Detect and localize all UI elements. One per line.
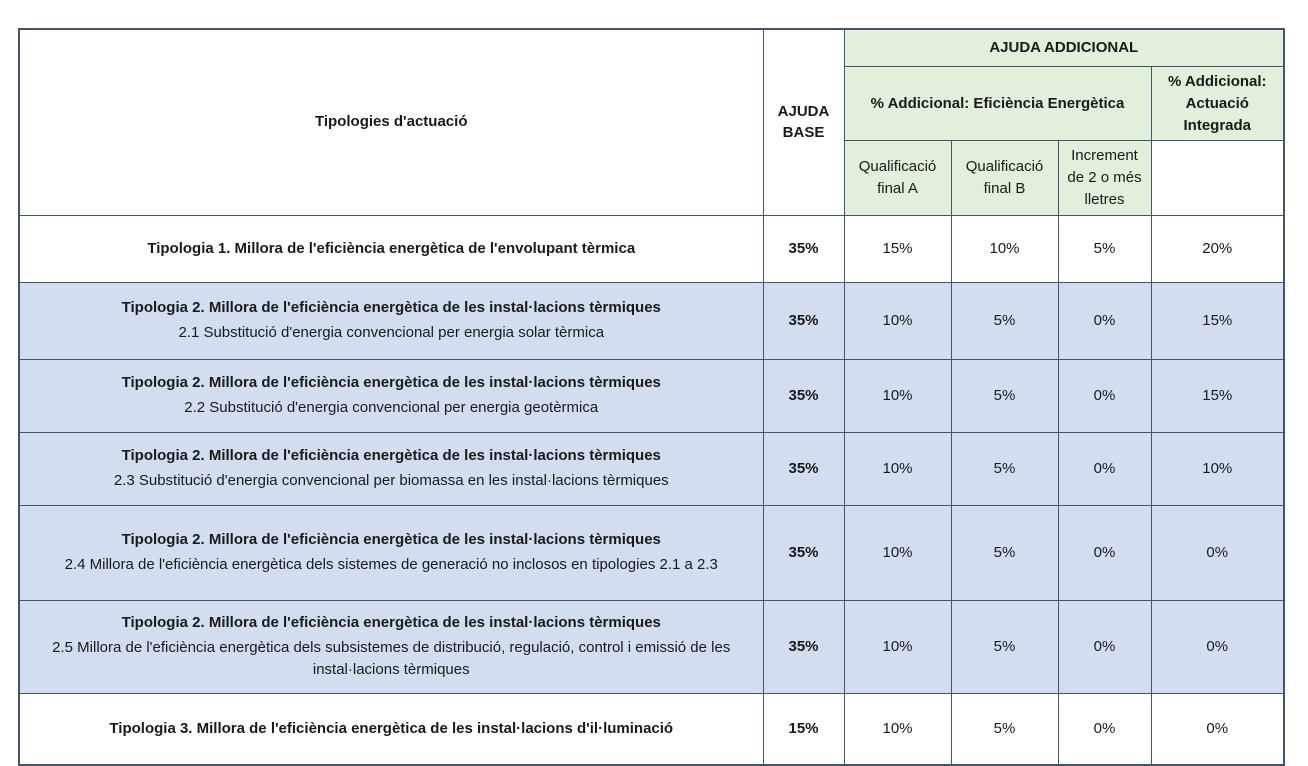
integrada-value-cell: 15% <box>1150 281 1285 360</box>
column-header-empty <box>1150 140 1285 216</box>
row-title: Tipologia 2. Millora de l'eficiència ene… <box>121 374 661 392</box>
increment-value-cell: 0% <box>1057 504 1152 601</box>
row-title-cell: Tipologia 3. Millora de l'eficiència ene… <box>18 692 764 765</box>
table-row: Tipologia 1. Millora de l'eficiència ene… <box>18 214 1285 283</box>
table-row: Tipologia 2. Millora de l'eficiència ene… <box>18 599 1285 694</box>
qual-a-value-cell: 10% <box>843 599 952 694</box>
qual-b-value-cell: 5% <box>950 358 1059 433</box>
base-value-cell: 35% <box>762 599 845 694</box>
qual-b-value-cell: 5% <box>950 599 1059 694</box>
integrada-value-cell: 15% <box>1150 358 1285 433</box>
integrada-value-cell: 0% <box>1150 504 1285 601</box>
header-row-1: Tipologies d'actuació AJUDA BASE AJUDA A… <box>18 28 1285 216</box>
base-value-cell: 35% <box>762 281 845 360</box>
qual-a-value-cell: 10% <box>843 358 952 433</box>
base-value-cell: 35% <box>762 431 845 506</box>
table-header: Tipologies d'actuació AJUDA BASE AJUDA A… <box>18 28 1285 216</box>
increment-value-cell: 0% <box>1057 431 1152 506</box>
row-title-cell: Tipologia 2. Millora de l'eficiència ene… <box>18 599 764 694</box>
integrada-value-cell: 10% <box>1150 431 1285 506</box>
qual-b-value-cell: 10% <box>950 214 1059 283</box>
row-title: Tipologia 2. Millora de l'eficiència ene… <box>121 614 661 632</box>
row-title-cell: Tipologia 2. Millora de l'eficiència ene… <box>18 504 764 601</box>
qual-b-value-cell: 5% <box>950 431 1059 506</box>
increment-value-cell: 0% <box>1057 599 1152 694</box>
column-header-qualificacio-a: Qualificació final A <box>843 140 952 216</box>
column-header-actuacio-integrada: % Addicional: Actuació Integrada <box>1150 65 1285 142</box>
row-title: Tipologia 2. Millora de l'eficiència ene… <box>121 299 661 317</box>
base-value-cell: 35% <box>762 358 845 433</box>
qual-a-value-cell: 10% <box>843 504 952 601</box>
integrada-value-cell: 20% <box>1150 214 1285 283</box>
integrada-value-cell: 0% <box>1150 599 1285 694</box>
row-title-cell: Tipologia 2. Millora de l'eficiència ene… <box>18 431 764 506</box>
base-value-cell: 35% <box>762 214 845 283</box>
increment-value-cell: 0% <box>1057 358 1152 433</box>
column-header-qualificacio-b: Qualificació final B <box>950 140 1059 216</box>
increment-value-cell: 5% <box>1057 214 1152 283</box>
qual-b-value-cell: 5% <box>950 692 1059 765</box>
table-body: Tipologia 1. Millora de l'eficiència ene… <box>18 214 1285 765</box>
column-header-tipologies: Tipologies d'actuació <box>18 28 764 216</box>
row-title-cell: Tipologia 1. Millora de l'eficiència ene… <box>18 214 764 283</box>
subsidy-table: Tipologies d'actuació AJUDA BASE AJUDA A… <box>18 28 1286 766</box>
base-value-cell: 15% <box>762 692 845 765</box>
header-row-3: Qualificació final A Qualificació final … <box>19 140 1285 216</box>
row-subtitle: 2.3 Substitució d'energia convencional p… <box>113 472 669 489</box>
row-title-cell: Tipologia 2. Millora de l'eficiència ene… <box>18 281 764 360</box>
increment-value-cell: 0% <box>1057 281 1152 360</box>
row-title: Tipologia 2. Millora de l'eficiència ene… <box>121 447 661 465</box>
qual-a-value-cell: 10% <box>843 431 952 506</box>
row-subtitle: 2.1 Substitució d'energia convencional p… <box>178 324 605 341</box>
qual-a-value-cell: 15% <box>843 214 952 283</box>
row-subtitle: 2.4 Millora de l'eficiència energètica d… <box>64 556 718 573</box>
qual-a-value-cell: 10% <box>843 692 952 765</box>
table-row: Tipologia 2. Millora de l'eficiència ene… <box>18 431 1285 506</box>
column-header-ajuda-addicional: AJUDA ADDICIONAL <box>843 28 1285 67</box>
table-row: Tipologia 2. Millora de l'eficiència ene… <box>18 358 1285 433</box>
column-header-increment-lletres: Increment de 2 o més lletres <box>1057 140 1152 216</box>
header-row-2: % Addicional: Eficiència Energètica % Ad… <box>19 65 1285 142</box>
column-header-eficiencia-energetica: % Addicional: Eficiència Energètica <box>843 65 1152 142</box>
column-header-ajuda-base: AJUDA BASE <box>762 28 845 216</box>
row-subtitle: 2.5 Millora de l'eficiència energètica d… <box>52 639 731 678</box>
qual-b-value-cell: 5% <box>950 504 1059 601</box>
row-subtitle: 2.2 Substitució d'energia convencional p… <box>184 399 599 416</box>
base-value-cell: 35% <box>762 504 845 601</box>
table-row: Tipologia 2. Millora de l'eficiència ene… <box>18 504 1285 601</box>
row-title: Tipologia 2. Millora de l'eficiència ene… <box>121 531 661 549</box>
table-row: Tipologia 3. Millora de l'eficiència ene… <box>18 692 1285 765</box>
qual-b-value-cell: 5% <box>950 281 1059 360</box>
row-title: Tipologia 1. Millora de l'eficiència ene… <box>147 239 636 257</box>
table-row: Tipologia 2. Millora de l'eficiència ene… <box>18 281 1285 360</box>
integrada-value-cell: 0% <box>1150 692 1285 765</box>
row-title-cell: Tipologia 2. Millora de l'eficiència ene… <box>18 358 764 433</box>
increment-value-cell: 0% <box>1057 692 1152 765</box>
qual-a-value-cell: 10% <box>843 281 952 360</box>
row-title: Tipologia 3. Millora de l'eficiència ene… <box>109 719 674 737</box>
